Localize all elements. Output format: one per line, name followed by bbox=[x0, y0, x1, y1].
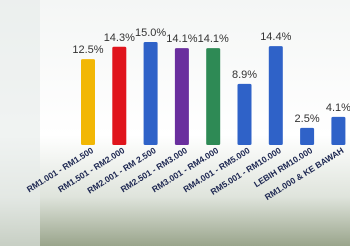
bar bbox=[300, 128, 314, 145]
value-label: 2.5% bbox=[295, 113, 320, 125]
bar bbox=[238, 84, 252, 145]
bar bbox=[81, 59, 95, 145]
value-label: 8.9% bbox=[232, 69, 257, 81]
bar bbox=[175, 48, 189, 145]
chart: 12.5%RM1.001 - RM1.50014.3%RM1.501 - RM2… bbox=[0, 0, 350, 246]
value-label: 14.1% bbox=[198, 33, 229, 45]
background-shade bbox=[0, 0, 40, 246]
bar bbox=[144, 42, 158, 145]
bar bbox=[112, 47, 126, 145]
value-label: 14.3% bbox=[104, 32, 135, 44]
value-label: 14.1% bbox=[166, 33, 197, 45]
bar bbox=[206, 48, 220, 145]
value-label: 14.4% bbox=[260, 31, 291, 43]
value-label: 4.1% bbox=[326, 102, 350, 114]
bar bbox=[269, 46, 283, 145]
value-label: 12.5% bbox=[72, 44, 103, 56]
bar bbox=[331, 117, 345, 145]
value-label: 15.0% bbox=[135, 27, 166, 39]
